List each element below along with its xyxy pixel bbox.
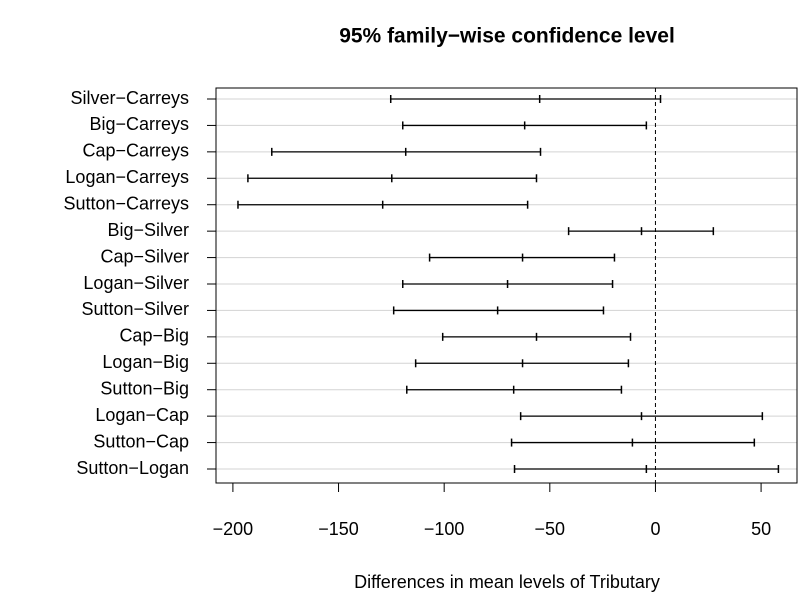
y-tick-label: Logan−Big	[102, 352, 189, 372]
x-tick-label: 50	[751, 519, 771, 539]
y-tick-label: Logan−Carreys	[65, 167, 189, 187]
x-axis-label: Differences in mean levels of Tributary	[354, 572, 660, 592]
x-tick-label: −50	[535, 519, 566, 539]
y-tick-label: Logan−Silver	[83, 273, 189, 293]
y-tick-label: Cap−Carreys	[82, 141, 189, 161]
y-tick-label: Cap−Silver	[100, 246, 189, 266]
y-tick-label: Sutton−Big	[100, 378, 189, 398]
y-tick-label: Cap−Big	[119, 326, 189, 346]
y-tick-label: Big−Carreys	[89, 114, 189, 134]
y-tick-label: Sutton−Silver	[81, 299, 189, 319]
y-tick-label: Logan−Cap	[95, 405, 189, 425]
x-tick-label: −100	[424, 519, 465, 539]
plot-frame	[215, 87, 798, 484]
x-tick-label: 0	[650, 519, 660, 539]
y-tick-label: Sutton−Cap	[93, 431, 189, 451]
chart-title: 95% family−wise confidence level	[339, 25, 675, 48]
y-tick-label: Silver−Carreys	[70, 88, 189, 108]
y-tick-label: Big−Silver	[107, 220, 189, 240]
y-tick-label: Sutton−Carreys	[63, 193, 189, 213]
x-tick-label: −150	[318, 519, 359, 539]
x-tick-label: −200	[213, 519, 254, 539]
y-tick-label: Sutton−Logan	[76, 458, 189, 478]
